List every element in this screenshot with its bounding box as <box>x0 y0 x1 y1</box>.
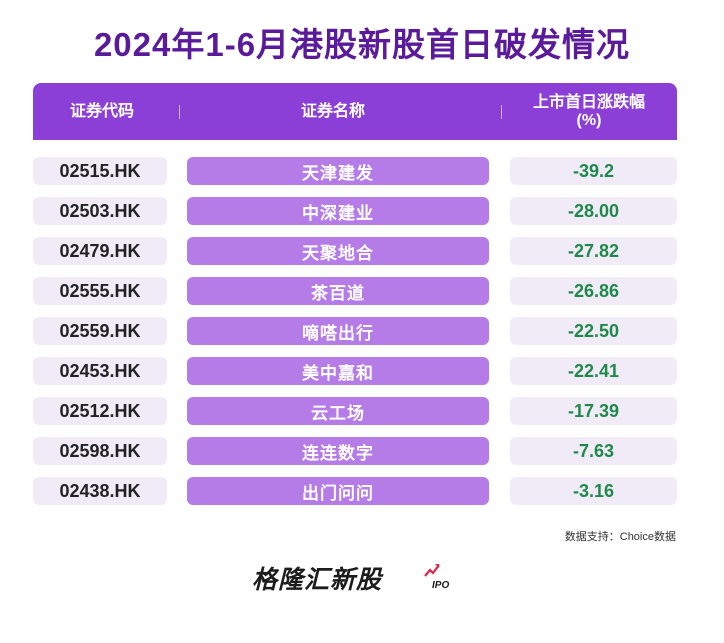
cell-code: 02555.HK <box>33 277 167 305</box>
table-row: 02515.HK 天津建发 -39.2 <box>33 157 677 185</box>
cell-code: 02453.HK <box>33 357 167 385</box>
table-row: 02555.HK 茶百道 -26.86 <box>33 277 677 305</box>
header-name: 证券名称 <box>300 102 365 120</box>
header-code: 证券代码 <box>69 102 134 120</box>
cell-name: 天津建发 <box>187 157 489 185</box>
table-header: 证券代码 证券名称 上市首日涨跌幅 (%) <box>33 83 677 140</box>
cell-change: -39.2 <box>510 157 677 185</box>
cell-name: 天聚地合 <box>187 237 489 265</box>
cell-code: 02512.HK <box>33 397 167 425</box>
cell-change: -28.00 <box>510 197 677 225</box>
header-divider <box>179 105 180 119</box>
cell-name: 茶百道 <box>187 277 489 305</box>
cell-name: 云工场 <box>187 397 489 425</box>
table-body: 02515.HK 天津建发 -39.2 02503.HK 中深建业 -28.00 02479… <box>33 157 677 517</box>
table-row: 02503.HK 中深建业 -28.00 <box>33 197 677 225</box>
header-change: 上市首日涨跌幅 (%) <box>532 93 645 129</box>
cell-name: 出门问问 <box>187 477 489 505</box>
table-row: 02438.HK 出门问问 -3.16 <box>33 477 677 505</box>
table-row: 02479.HK 天聚地合 -27.82 <box>33 237 677 265</box>
rising-arrow-icon <box>424 564 440 577</box>
table-row: 02453.HK 美中嘉和 -22.41 <box>33 357 677 385</box>
cell-code: 02559.HK <box>33 317 167 345</box>
table-row: 02512.HK 云工场 -17.39 <box>33 397 677 425</box>
brand-logo: 格隆汇新股 IPO <box>252 558 472 598</box>
page-title: 2024年1-6月港股新股首日破发情况 <box>93 26 631 63</box>
cell-change: -3.16 <box>510 477 677 505</box>
cell-code: 02598.HK <box>33 437 167 465</box>
header-divider <box>501 105 502 119</box>
cell-code: 02438.HK <box>33 477 167 505</box>
cell-change: -26.86 <box>510 277 677 305</box>
cell-name: 嘀嗒出行 <box>187 317 489 345</box>
cell-code: 02515.HK <box>33 157 167 185</box>
cell-code: 02503.HK <box>33 197 167 225</box>
logo-text: 格隆汇新股 <box>252 566 383 594</box>
cell-change: -22.50 <box>510 317 677 345</box>
table-row: 02559.HK 嘀嗒出行 -22.50 <box>33 317 677 345</box>
cell-change: -7.63 <box>510 437 677 465</box>
cell-change: -22.41 <box>510 357 677 385</box>
cell-code: 02479.HK <box>33 237 167 265</box>
table-row: 02598.HK 连连数字 -7.63 <box>33 437 677 465</box>
logo-sub: IPO <box>432 580 450 591</box>
cell-name: 连连数字 <box>187 437 489 465</box>
cell-change: -27.82 <box>510 237 677 265</box>
cell-change: -17.39 <box>510 397 677 425</box>
cell-name: 美中嘉和 <box>187 357 489 385</box>
data-source: 数据支持：Choice数据 <box>564 531 676 543</box>
cell-name: 中深建业 <box>187 197 489 225</box>
